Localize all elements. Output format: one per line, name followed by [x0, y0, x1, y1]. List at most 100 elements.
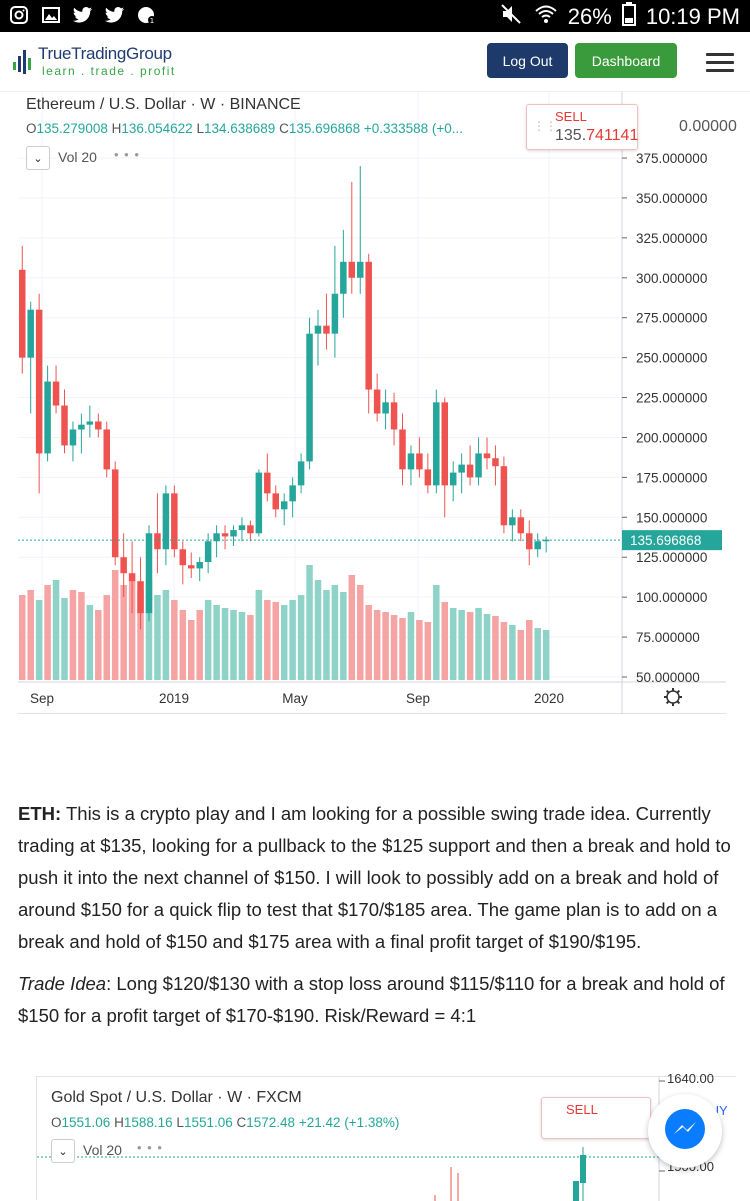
candle-body: [247, 525, 254, 534]
candle-body: [424, 469, 432, 486]
ohlc-close: 135.696868: [288, 121, 361, 136]
dashboard-button[interactable]: Dashboard: [575, 43, 677, 78]
volume-bar: [78, 592, 85, 680]
gear-icon[interactable]: [664, 688, 682, 706]
brand-logo[interactable]: TrueTradingGroup learn . trade . profit: [12, 42, 212, 82]
volume-bar: [365, 605, 372, 680]
volume-bar: [433, 585, 440, 680]
volume-bar: [238, 612, 246, 680]
candle-body: [272, 493, 279, 510]
gold-volume-toggle-button[interactable]: ⌄: [51, 1139, 75, 1163]
volume-bar: [314, 580, 322, 680]
candle-body: [264, 472, 271, 494]
notification-icon: 1: [136, 4, 158, 26]
gold-chart[interactable]: Gold Spot / U.S. Dollar · W · FXCM O1551…: [36, 1071, 736, 1201]
messenger-chat-button[interactable]: [648, 1094, 722, 1168]
volume-bar: [145, 580, 153, 680]
volume-bar: [382, 612, 389, 680]
candle-body: [449, 472, 457, 486]
gold-ohlc-l-label: L: [176, 1115, 184, 1130]
gold-sell-button[interactable]: SELL: [541, 1097, 651, 1139]
volume-bar: [213, 605, 220, 680]
y-tick-label: 275.000000: [636, 311, 707, 326]
volume-bar: [534, 628, 541, 680]
candle-body: [416, 453, 423, 470]
gold-ohlc-close: 1572.48: [246, 1115, 296, 1130]
menu-icon[interactable]: [706, 53, 734, 73]
candle-body: [204, 541, 212, 563]
brand-tagline: learn . trade . profit: [42, 64, 176, 78]
volume-more-icon[interactable]: • • •: [114, 147, 140, 162]
candle-body: [120, 557, 127, 574]
volume-bar: [449, 608, 457, 680]
image-icon: [40, 4, 62, 26]
candle-body: [162, 493, 170, 550]
volume-bar: [27, 590, 34, 680]
volume-bar: [466, 612, 474, 680]
current-price-label: 135.696868: [630, 533, 701, 548]
volume-bar: [35, 600, 43, 680]
candle-body: [323, 325, 330, 334]
candle-body: [407, 453, 415, 470]
y-tick-label: 200.000000: [636, 430, 707, 445]
ohlc-o-label: O: [26, 121, 37, 136]
volume-toggle-button[interactable]: ⌄: [26, 146, 50, 170]
candle-body: [466, 464, 474, 478]
y-tick-label: 100.000000: [636, 590, 707, 605]
y-tick-label: 375.000000: [636, 151, 707, 166]
gold-y-tick: 1640.00: [667, 1071, 714, 1086]
candle-body: [145, 533, 153, 614]
candle-body: [111, 469, 119, 558]
battery-percent: 26%: [567, 4, 612, 29]
volume-bar: [331, 585, 339, 680]
volume-bar: [500, 622, 508, 680]
x-tick-label: Sep: [30, 691, 54, 706]
drag-handle-icon[interactable]: ⋮⋮: [533, 119, 557, 133]
volume-bar: [509, 625, 516, 680]
candle-body: [340, 261, 347, 294]
volume-bar: [221, 608, 229, 680]
eth-chart[interactable]: 375.000000 350.000000 325.000000 300.000000…: [18, 92, 737, 714]
volume-bar: [475, 608, 482, 680]
y-tick-label: 325.000000: [636, 231, 707, 246]
y-tick-label: 150.000000: [636, 510, 707, 525]
candle-body: [365, 261, 372, 390]
brand-name: TrueTradingGroup: [38, 44, 172, 63]
candle-body: [280, 501, 288, 510]
candle-body: [103, 429, 110, 470]
volume-bar: [390, 615, 398, 680]
y-tick-label: 350.000000: [636, 191, 707, 206]
volume-bar: [103, 595, 110, 680]
y-tick-label: 300.000000: [636, 271, 707, 286]
volume-bar: [416, 620, 423, 680]
site-header: TrueTradingGroup learn . trade . profit …: [0, 32, 750, 92]
candle-body: [255, 472, 263, 534]
trade-idea-lead: Trade Idea: [18, 973, 107, 994]
ohlc-c-label: C: [279, 121, 289, 136]
volume-bar: [247, 615, 254, 680]
gold-volume-more-icon[interactable]: • • •: [137, 1140, 163, 1155]
mute-icon: [500, 3, 524, 31]
gear-tooth: [665, 700, 670, 705]
x-tick-label: 2019: [159, 691, 189, 706]
gold-ohlc-o-label: O: [51, 1115, 62, 1130]
volume-bar: [61, 598, 68, 680]
eth-chart-canvas[interactable]: 375.000000 350.000000 325.000000 300.000000…: [18, 92, 726, 714]
logout-button[interactable]: Log Out: [487, 43, 568, 78]
candle-body: [331, 293, 339, 334]
volume-bar: [399, 618, 406, 680]
gear-tooth: [676, 689, 681, 694]
volume-bar: [69, 590, 77, 680]
sell-price-main: 135.: [555, 127, 587, 144]
ohlc-change: +0.333588 (+0...: [363, 121, 463, 136]
volume-bar: [492, 616, 499, 680]
ohlc-readout: O135.279008 H136.054622 L134.638689 C135…: [26, 121, 463, 136]
candle-body: [86, 421, 94, 425]
candle-body: [357, 261, 364, 278]
sell-button[interactable]: ⋮⋮ SELL 135.741141: [526, 104, 638, 150]
gear-tooth: [665, 689, 670, 694]
gold-chart-title: Gold Spot / U.S. Dollar · W · FXCM: [51, 1089, 302, 1106]
candle-body: [441, 402, 448, 486]
status-left-icons: 1: [8, 4, 158, 26]
volume-bar: [264, 600, 271, 680]
